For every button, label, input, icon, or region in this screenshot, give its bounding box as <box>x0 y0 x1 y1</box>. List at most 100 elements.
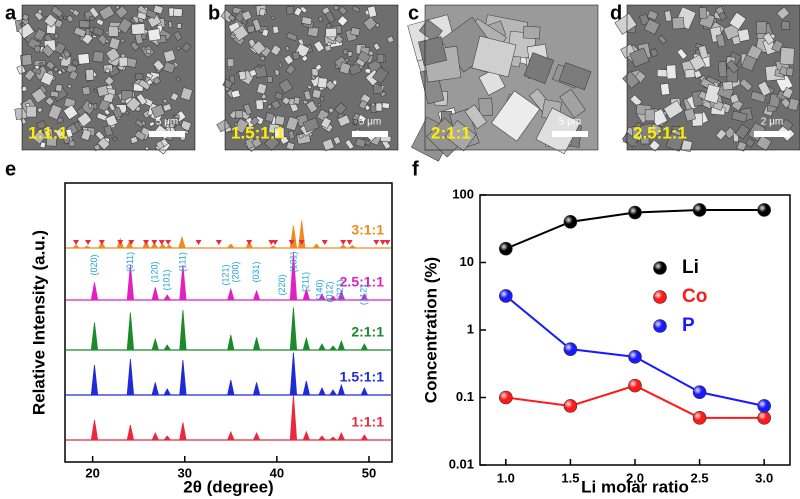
sem-grain <box>173 8 183 17</box>
sem-grain <box>146 49 152 54</box>
sem-grain <box>327 107 335 114</box>
sem-grain <box>60 67 66 74</box>
sem-grain <box>270 15 276 21</box>
sem-grain <box>321 138 335 152</box>
sem-grain <box>155 140 165 150</box>
sem-grain <box>71 58 80 67</box>
sem-grain <box>168 21 173 29</box>
sem-grain <box>257 63 263 69</box>
sem-grain <box>174 114 180 119</box>
sem-grain <box>722 81 734 91</box>
miller-index: (221) <box>335 279 345 300</box>
point-highlight <box>499 391 513 404</box>
sem-grain <box>274 69 280 76</box>
xrd-peak <box>151 382 159 396</box>
sem-grain <box>338 5 348 16</box>
panel-letter: b <box>208 2 220 24</box>
sem-grain <box>723 126 737 140</box>
xrd-peak <box>252 432 261 441</box>
sem-grain <box>235 110 244 119</box>
sem-grain <box>311 88 322 99</box>
panel-letter: c <box>408 2 419 24</box>
sem-grain <box>144 146 150 151</box>
point-highlight <box>757 203 771 217</box>
sem-grain <box>23 68 36 82</box>
sem-grain <box>756 21 767 35</box>
sem-grain <box>755 135 772 151</box>
y-tick-label: 1 <box>467 321 474 336</box>
x-tick-label: 1.5 <box>561 470 579 485</box>
x-tick-label: 3.0 <box>755 470 773 485</box>
xrd-peak <box>90 419 99 441</box>
xrd-peak <box>289 252 298 301</box>
sem-grain <box>333 5 340 11</box>
sem-grain <box>260 55 266 62</box>
xrd-peak <box>90 322 99 351</box>
impurity-marker <box>288 240 295 245</box>
sem-grain <box>264 135 281 151</box>
sem-grain <box>103 124 114 137</box>
impurity-marker <box>128 240 135 245</box>
sem-grain <box>646 9 659 21</box>
sem-grain <box>334 102 348 116</box>
sem-image <box>407 4 599 162</box>
sem-grain <box>181 42 192 53</box>
sem-grain <box>232 24 249 42</box>
sem-grain <box>631 126 640 139</box>
xrd-peak <box>348 244 357 249</box>
xrd-peak <box>178 235 186 249</box>
xrd-peak <box>126 424 135 441</box>
sem-grain <box>299 5 308 14</box>
sem-grain <box>152 76 162 86</box>
sem-frame <box>424 4 599 151</box>
sem-grain <box>175 45 181 51</box>
sem-grain <box>285 45 290 52</box>
sem-grain <box>285 116 299 132</box>
sem-grain <box>660 83 671 96</box>
point-highlight <box>628 379 642 393</box>
sem-grain <box>31 67 42 75</box>
point-highlight <box>693 411 707 425</box>
x-tick-label: 2.0 <box>626 470 644 485</box>
miller-index: (131) <box>289 251 299 272</box>
sem-grain <box>274 115 286 126</box>
plot-frame <box>479 194 791 466</box>
sem-grain <box>376 54 385 63</box>
xrd-peak <box>337 339 346 351</box>
sem-grain <box>270 99 282 110</box>
sem-grain <box>26 105 37 118</box>
sem-grain <box>325 27 337 38</box>
sem-grain <box>785 67 794 77</box>
impurity-marker <box>321 240 328 245</box>
sem-grain <box>67 84 72 89</box>
point-highlight <box>499 289 513 303</box>
sem-image <box>216 4 399 152</box>
miller-index: (121) <box>221 264 231 285</box>
y-tick-label: 10 <box>460 254 474 269</box>
miller-index: (012) <box>325 281 335 302</box>
xrd-peak <box>163 294 172 301</box>
xrd-peak <box>337 383 346 396</box>
point-highlight <box>757 411 771 425</box>
sem-grain <box>97 137 111 151</box>
sem-grain <box>40 71 55 87</box>
sem-grain <box>56 116 64 124</box>
sem-grain <box>131 23 146 35</box>
xrd-peak <box>126 264 135 301</box>
xrd-peak <box>312 243 321 249</box>
panel-letter: d <box>610 2 622 24</box>
miller-index: (200) <box>231 261 241 282</box>
sem-grain <box>302 100 308 105</box>
sem-frame <box>626 4 800 151</box>
ratio-label: 2:1:1 <box>431 123 471 142</box>
sem-grain <box>260 93 267 100</box>
sem-grain <box>255 99 264 110</box>
impurity-marker <box>73 240 80 245</box>
sem-grain <box>169 123 175 128</box>
sem-grain <box>364 68 372 74</box>
sem-grain <box>20 53 33 66</box>
plot-frame <box>64 182 393 463</box>
impurity-marker <box>246 240 253 245</box>
sem-grain <box>649 48 659 58</box>
sem-grain <box>146 79 154 86</box>
